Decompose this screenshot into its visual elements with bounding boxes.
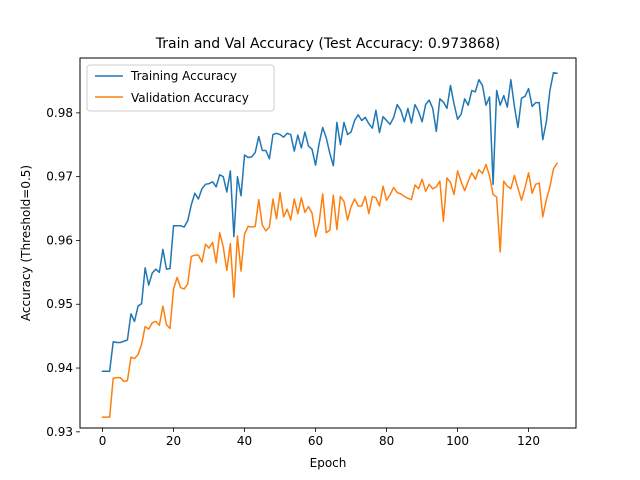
x-tick-label: 120 [517, 434, 540, 448]
y-tick-label: 0.97 [46, 170, 73, 184]
x-tick-label: 20 [166, 434, 181, 448]
x-tick-label: 40 [237, 434, 252, 448]
y-tick-label: 0.96 [46, 233, 73, 247]
x-axis-ticks: 0 20 40 60 80 100 120 [99, 428, 540, 448]
y-tick-label: 0.93 [46, 425, 73, 439]
legend: Training Accuracy Validation Accuracy [86, 64, 275, 112]
x-axis-label: Epoch [310, 456, 347, 470]
y-tick-label: 0.94 [46, 361, 73, 375]
y-axis-ticks: 0.93 0.94 0.95 0.96 0.97 0.98 [46, 106, 80, 439]
y-axis-label: Accuracy (Threshold=0.5) [19, 165, 33, 321]
legend-label-training: Training Accuracy [130, 69, 237, 83]
series-line-training [101, 71, 558, 372]
x-tick-label: 80 [379, 434, 394, 448]
x-tick-label: 60 [308, 434, 323, 448]
series-line-validation [101, 162, 559, 418]
x-tick-label: 0 [99, 434, 107, 448]
plot-frame [79, 57, 577, 429]
legend-label-validation: Validation Accuracy [131, 91, 249, 105]
y-tick-label: 0.98 [46, 106, 73, 120]
legend-box [86, 64, 275, 112]
y-tick-label: 0.95 [46, 297, 73, 311]
plot-lines [101, 71, 559, 418]
x-tick-label: 100 [446, 434, 469, 448]
chart-title: Train and Val Accuracy (Test Accuracy: 0… [155, 36, 500, 52]
